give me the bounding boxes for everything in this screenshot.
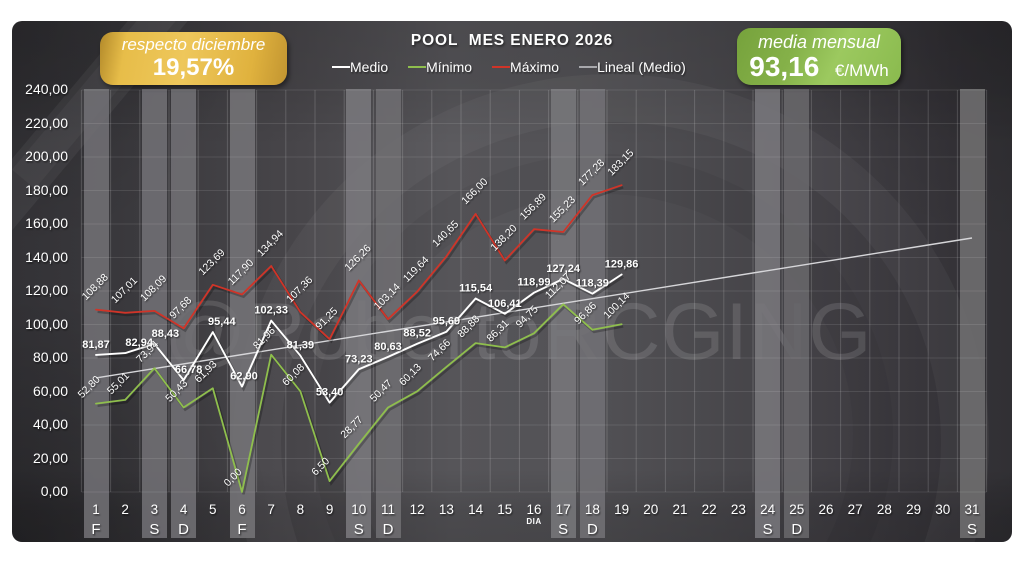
svg-text:106,41: 106,41 — [488, 298, 522, 310]
svg-text:177,28: 177,28 — [576, 157, 607, 188]
svg-text:60,13: 60,13 — [397, 361, 424, 388]
svg-text:115,54: 115,54 — [459, 283, 493, 295]
svg-text:88,52: 88,52 — [403, 328, 431, 340]
svg-text:55,01: 55,01 — [105, 370, 132, 397]
svg-text:62,90: 62,90 — [230, 371, 258, 383]
svg-text:129,86: 129,86 — [605, 259, 639, 271]
svg-text:108,88: 108,88 — [80, 271, 111, 302]
svg-text:118,39: 118,39 — [576, 278, 609, 290]
svg-text:88,43: 88,43 — [152, 328, 180, 340]
svg-text:183,15: 183,15 — [605, 147, 636, 178]
svg-text:82,94: 82,94 — [125, 337, 153, 349]
svg-text:95,44: 95,44 — [208, 316, 236, 328]
svg-text:108,09: 108,09 — [138, 273, 169, 304]
svg-text:81,39: 81,39 — [287, 340, 315, 352]
svg-text:53,40: 53,40 — [316, 387, 344, 399]
svg-text:107,01: 107,01 — [109, 275, 140, 306]
svg-text:107,36: 107,36 — [284, 274, 315, 305]
svg-text:117,90: 117,90 — [226, 257, 257, 288]
svg-text:86,31: 86,31 — [484, 317, 511, 344]
svg-text:81,87: 81,87 — [82, 339, 110, 351]
svg-text:91,25: 91,25 — [313, 305, 340, 332]
svg-text:134,94: 134,94 — [255, 228, 286, 259]
svg-text:123,69: 123,69 — [196, 247, 227, 278]
svg-text:156,89: 156,89 — [518, 191, 549, 222]
svg-text:73,23: 73,23 — [345, 353, 373, 365]
svg-text:118,99: 118,99 — [517, 277, 550, 289]
svg-text:66,78: 66,78 — [175, 364, 203, 376]
svg-text:80,63: 80,63 — [374, 341, 402, 353]
svg-text:127,24: 127,24 — [546, 263, 581, 275]
svg-text:166,00: 166,00 — [459, 176, 490, 207]
svg-text:103,14: 103,14 — [372, 281, 403, 312]
svg-text:28,77: 28,77 — [338, 414, 365, 441]
svg-text:102,33: 102,33 — [254, 305, 288, 317]
svg-text:81,96: 81,96 — [251, 325, 278, 352]
svg-text:95,69: 95,69 — [433, 316, 461, 328]
